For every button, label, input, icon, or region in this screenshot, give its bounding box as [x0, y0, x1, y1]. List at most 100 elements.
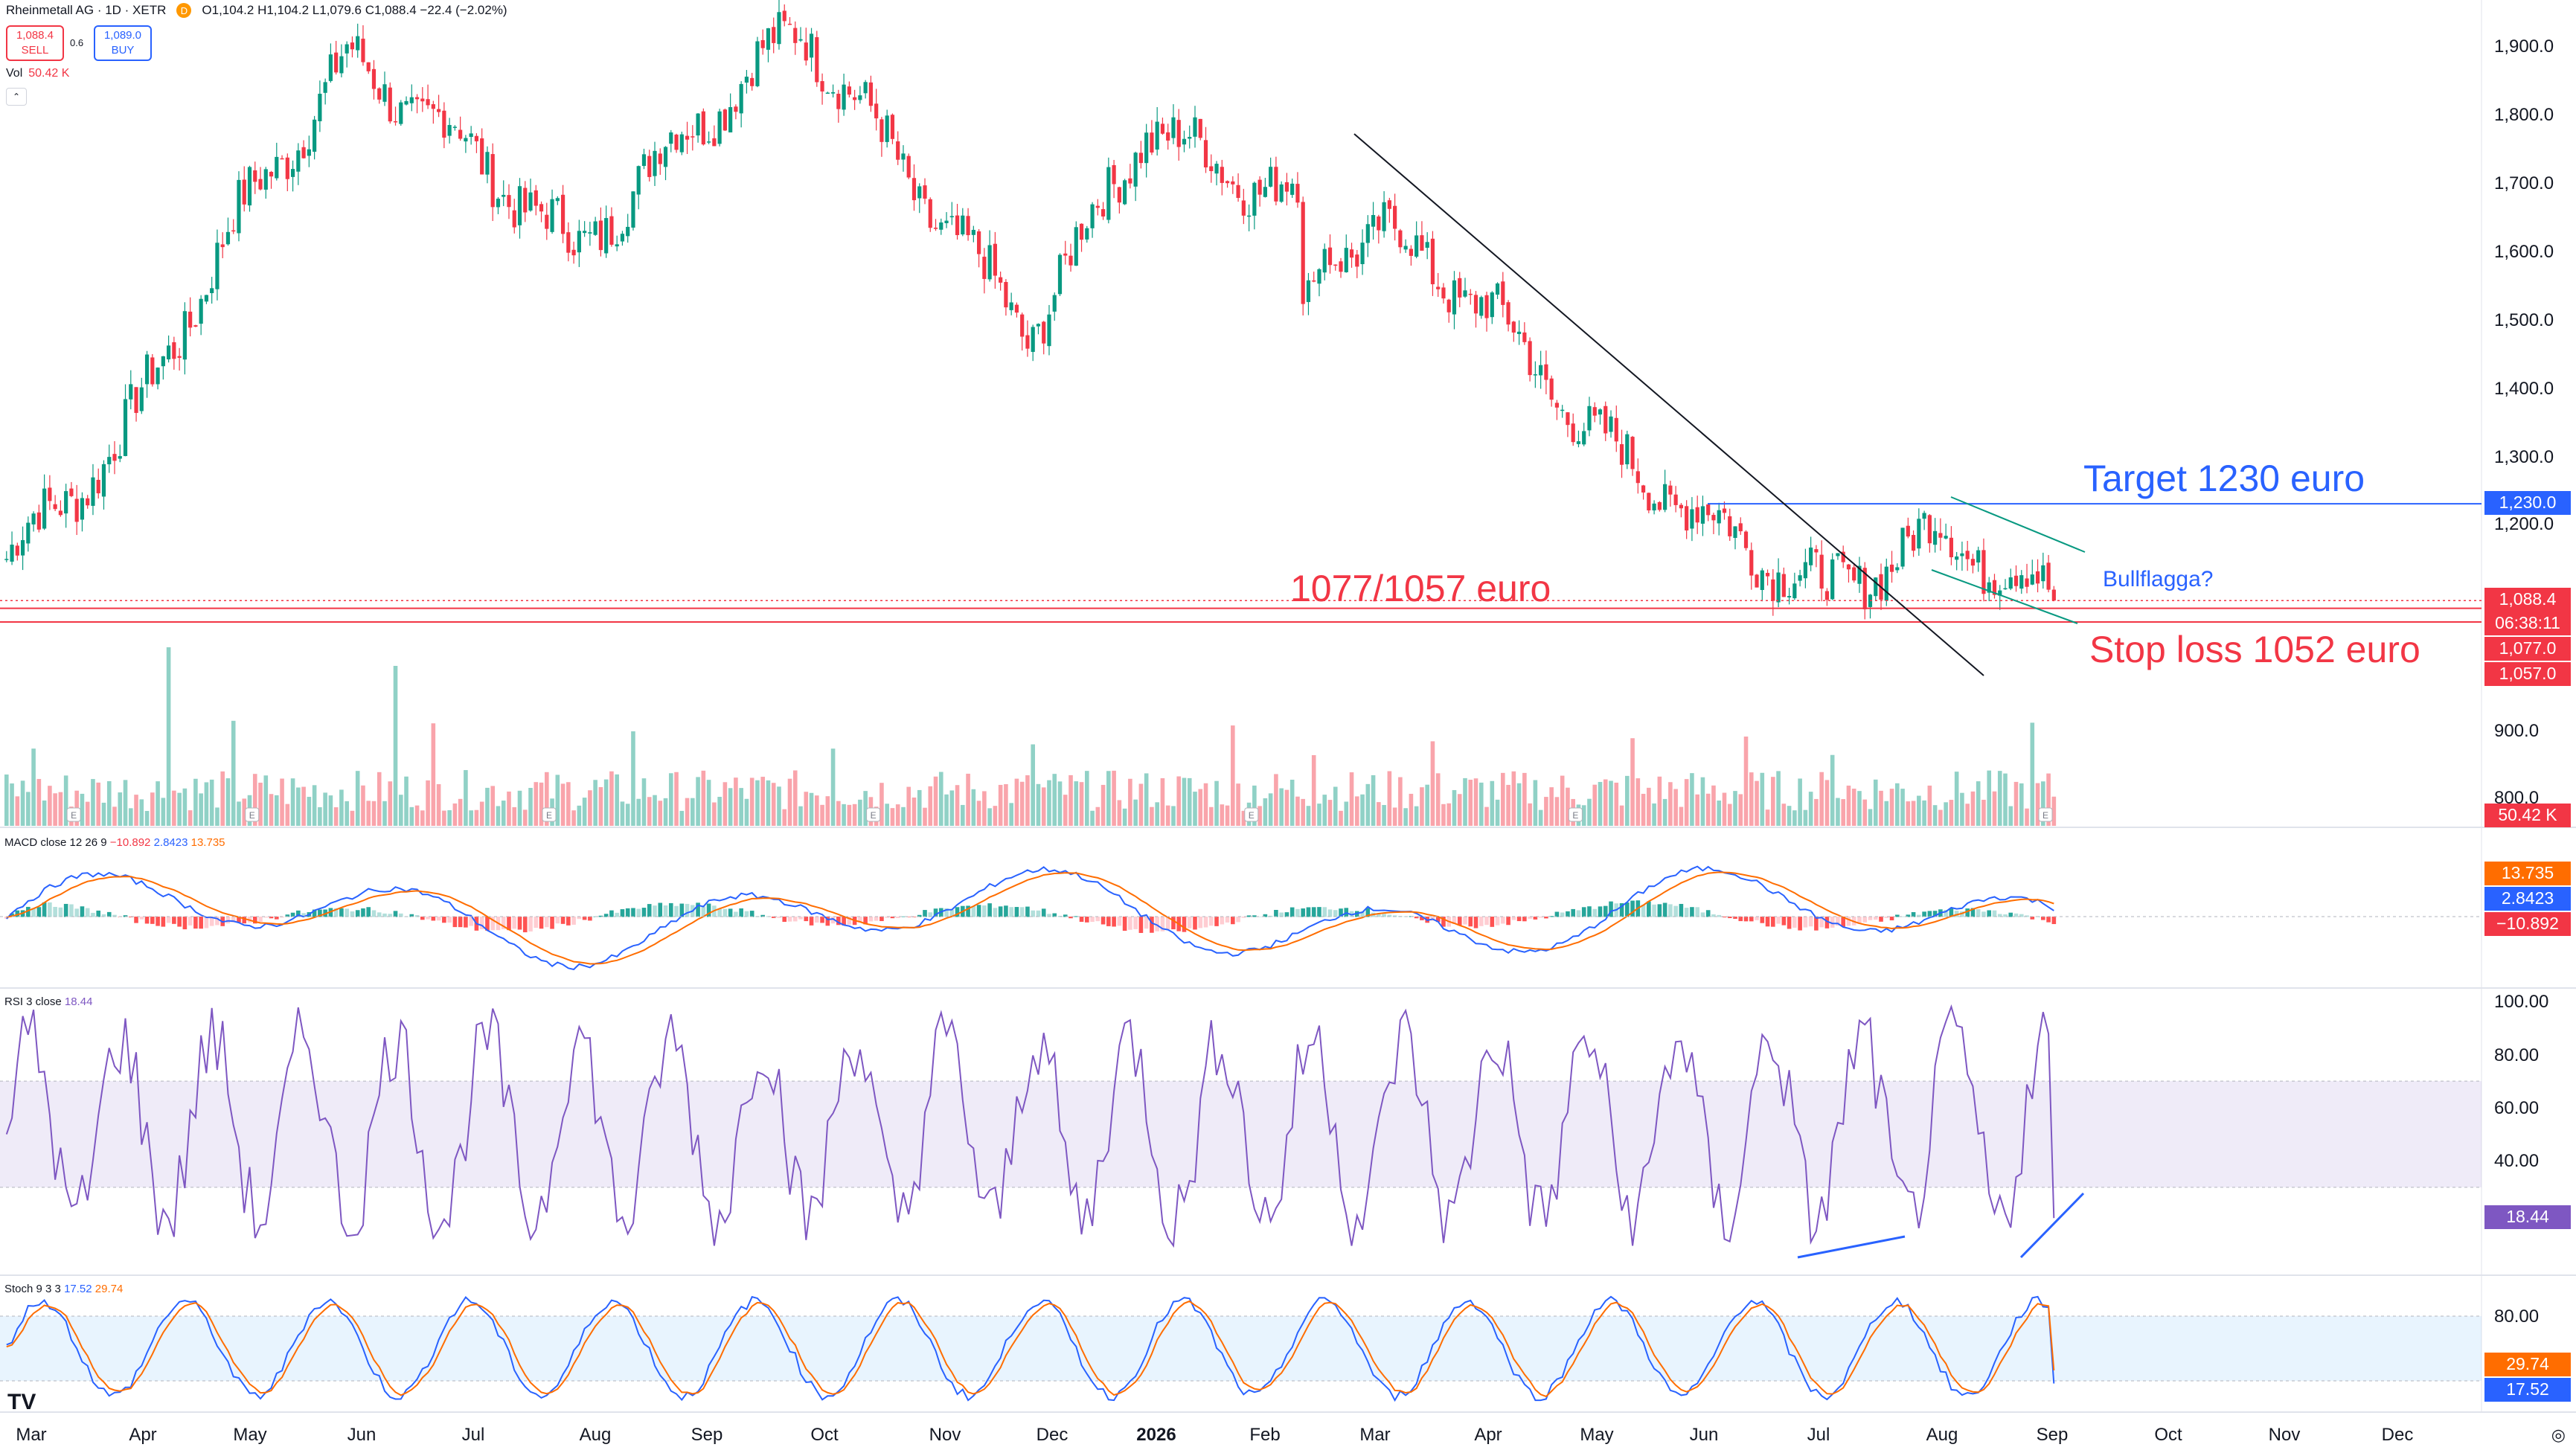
candle-body: [1544, 364, 1548, 380]
volume-bar: [318, 806, 322, 826]
macd-hist-bar: [1868, 917, 1873, 920]
rsi-label[interactable]: RSI 3 close: [4, 995, 62, 1008]
macd-hist-bar: [447, 917, 452, 923]
macd-hist-bar: [1220, 917, 1225, 925]
candle-body: [1906, 525, 1910, 537]
macd-hist-bar: [96, 910, 101, 917]
candle-body: [15, 545, 19, 556]
macd-hist-bar: [545, 917, 549, 928]
volume-bar: [2008, 806, 2013, 826]
volume-bar: [156, 781, 160, 826]
macd-hist-bar: [355, 910, 360, 917]
volume-bar: [464, 770, 468, 826]
candle-body: [1738, 523, 1743, 532]
macd-hist-bar: [858, 917, 862, 923]
volume-bar: [971, 789, 976, 826]
macd-hist-bar: [1014, 907, 1019, 917]
macd-label[interactable]: MACD close 12 26 9: [4, 836, 107, 849]
candle-body: [442, 110, 446, 138]
volume-bar: [1581, 805, 1586, 826]
volume-bar: [582, 798, 587, 826]
volume-bar: [998, 784, 1003, 826]
macd-hist-bar: [42, 902, 47, 917]
volume-bar: [1609, 780, 1613, 826]
volume-bar: [1695, 794, 1699, 826]
stoch-label[interactable]: Stoch 9 3 3: [4, 1283, 61, 1295]
collapse-legend-button[interactable]: ⌃: [6, 88, 27, 106]
macd-hist-bar: [1625, 902, 1630, 917]
candle-body: [1965, 551, 1970, 559]
volume-bar: [398, 795, 403, 826]
macd-hist-bar: [636, 908, 641, 917]
volume-bar: [517, 790, 522, 826]
candle-body: [555, 198, 560, 202]
volume-bar: [1765, 809, 1770, 826]
volume-bar: [1554, 797, 1560, 826]
volume-bar: [1922, 800, 1926, 826]
macd-hist-bar: [1576, 910, 1581, 917]
volume-bar: [1684, 779, 1689, 826]
macd-hist-bar: [1705, 910, 1711, 917]
candle-body: [949, 216, 954, 218]
earnings-badge: [542, 807, 557, 822]
volume-bar: [479, 801, 484, 826]
candle-body: [1830, 559, 1835, 600]
earnings-letter: E: [871, 810, 877, 821]
volume-bar: [1311, 755, 1316, 826]
macd-hist-bar: [361, 908, 365, 917]
macd-hist-bar: [1208, 917, 1214, 926]
tradingview-logo[interactable]: TV: [7, 1390, 36, 1414]
volume-bar: [1079, 782, 1084, 826]
candle-body: [42, 488, 47, 529]
candle-body: [1506, 302, 1510, 325]
macd-hist-bar: [4, 917, 9, 919]
sell-button[interactable]: 1,088.4 SELL: [6, 25, 64, 61]
candle-body: [1247, 215, 1252, 217]
candle-body: [1582, 431, 1586, 445]
macd-hist-bar: [1695, 907, 1699, 917]
macd-hist-bar: [1236, 917, 1240, 923]
volume-bar: [231, 720, 236, 826]
buy-button[interactable]: 1,089.0 BUY: [94, 25, 152, 61]
volume-bar: [1884, 801, 1889, 826]
volume-bar: [333, 807, 339, 826]
symbol-title[interactable]: Rheinmetall AG · 1D · XETR: [6, 3, 167, 17]
stoch-k-badge: 17.52: [2484, 1378, 2571, 1402]
candle-body: [382, 84, 387, 102]
volume-bar: [982, 791, 987, 826]
macd-hist-bar: [1187, 917, 1192, 929]
volume-bar: [598, 786, 603, 826]
candle-body: [815, 36, 819, 83]
candle-body: [842, 84, 846, 110]
volume-bar: [507, 791, 511, 826]
macd-hist-bar: [2051, 917, 2057, 925]
macd-hist-bar: [436, 917, 441, 921]
volume-bar: [1203, 783, 1208, 826]
candle-body: [323, 82, 327, 93]
volume-bar: [26, 792, 31, 826]
volume-bar: [242, 798, 247, 826]
volume-bar: [739, 788, 743, 826]
volume-bar: [1495, 799, 1500, 826]
macd-hist-bar: [1657, 904, 1662, 917]
volume-bar: [1625, 775, 1630, 826]
volume-bar: [928, 786, 933, 826]
volume-bar: [393, 666, 398, 826]
volume-bar: [1138, 783, 1144, 826]
candle-body: [313, 119, 317, 152]
candle-body: [4, 559, 9, 560]
macd-hist-bar: [1198, 917, 1203, 929]
candle-body: [339, 56, 344, 74]
macd-hist-bar: [144, 917, 150, 924]
candle-body: [1836, 553, 1840, 557]
candle-body: [1231, 181, 1235, 185]
volume-bar: [1949, 800, 1954, 826]
volume-bar: [717, 797, 722, 826]
volume-bar: [1808, 792, 1813, 826]
volume-bar: [1430, 741, 1435, 826]
volume-bar: [1371, 774, 1376, 826]
volume-bar: [895, 804, 900, 826]
settings-target-icon[interactable]: ◎: [2551, 1425, 2566, 1444]
macd-hist-bar: [333, 908, 339, 917]
rsi-divergence-line-1: [1797, 1235, 1906, 1259]
